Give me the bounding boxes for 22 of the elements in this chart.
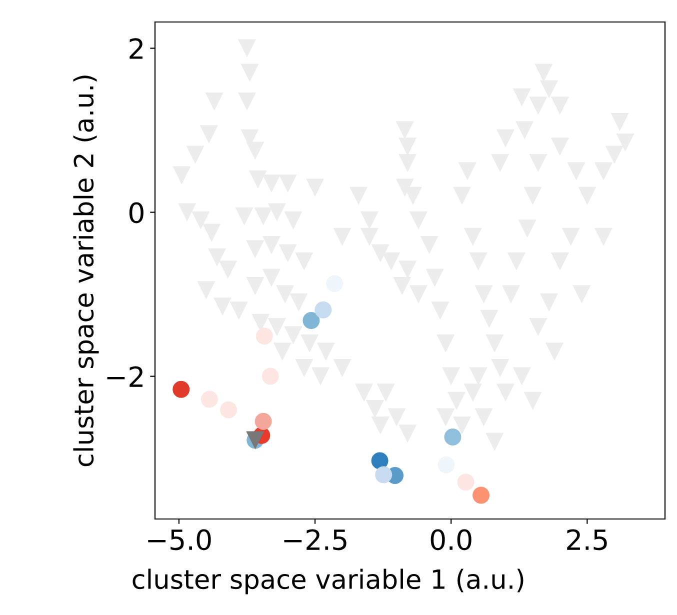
y-tick-label: −2 [107,366,142,387]
point [371,452,388,470]
point [254,412,272,430]
x-tick-label: −2.5 [284,529,346,550]
point [472,486,490,504]
point [457,474,474,491]
point [444,428,462,446]
x-tick-label: −5.0 [148,529,211,550]
point [262,368,279,385]
point [375,466,392,484]
point [314,301,332,318]
y-axis-title: cluster space variable 2 (a.u.) [73,76,99,466]
x-axis-title: cluster space variable 1 (a.u.) [132,568,524,594]
point [172,380,190,398]
x-tick-label: 0.0 [430,529,472,550]
x-tick-label: 2.5 [567,529,607,550]
point [256,328,273,345]
y-tick-label: 2 [130,38,142,59]
y-tick-label: 0 [129,202,144,224]
point [220,401,237,418]
point [200,390,218,408]
point [302,312,320,330]
